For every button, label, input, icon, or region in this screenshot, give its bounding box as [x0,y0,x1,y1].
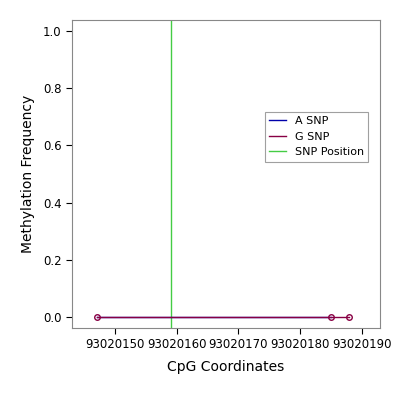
Y-axis label: Methylation Frequency: Methylation Frequency [21,95,35,253]
Legend: A SNP, G SNP, SNP Position: A SNP, G SNP, SNP Position [265,112,368,162]
X-axis label: CpG Coordinates: CpG Coordinates [167,360,285,374]
